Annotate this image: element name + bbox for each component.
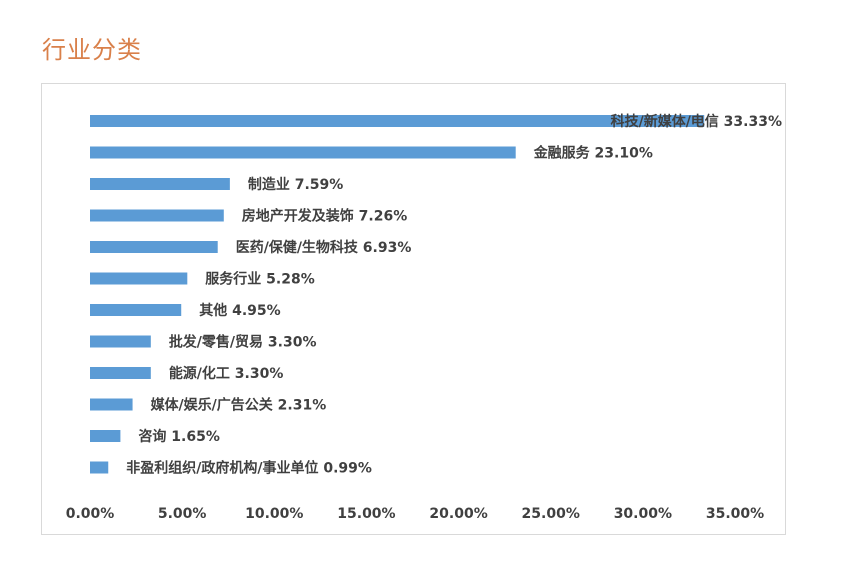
bar-7 <box>90 335 151 348</box>
bar-9 <box>90 398 133 411</box>
bar-1 <box>90 146 516 159</box>
bar-label-10: 咨询 1.65% <box>138 428 219 445</box>
x-tick-label-1: 5.00% <box>158 506 207 522</box>
bar-4 <box>90 241 218 253</box>
bar-label-1: 金融服务 23.10% <box>533 145 653 162</box>
bar-5 <box>90 272 188 285</box>
x-tick-label-7: 35.00% <box>706 506 764 522</box>
x-axis-ticks: 0.00% 5.00% 10.00% 15.00% 20.00% 25.00% 30.00%… <box>66 506 764 522</box>
bar-6 <box>90 304 182 316</box>
bar-label-8: 能源/化工 3.30% <box>169 365 284 382</box>
bar-label-5: 服务行业 5.28% <box>205 271 314 288</box>
x-tick-label-3: 15.00% <box>337 506 395 522</box>
bar-0 <box>90 115 705 127</box>
bar-label-4: 医药/保健/生物科技 6.93% <box>236 239 412 256</box>
x-tick-label-5: 25.00% <box>522 506 580 522</box>
bar-label-2: 制造业 7.59% <box>248 176 343 193</box>
bar-2 <box>90 178 230 190</box>
x-tick-label-6: 30.00% <box>614 506 672 522</box>
bar-10 <box>90 430 121 442</box>
bar-label-9: 媒体/娱乐/广告公关 2.31% <box>150 397 327 414</box>
bar-label-7: 批发/零售/贸易 3.30% <box>169 334 317 351</box>
bar-11 <box>90 461 109 474</box>
bar-group <box>90 115 705 474</box>
bar-label-6: 其他 4.95% <box>199 302 280 319</box>
bar-3 <box>90 209 224 222</box>
bar-label-11: 非盈利组织/政府机构/事业单位 0.99% <box>126 460 372 477</box>
bar-label-3: 房地产开发及装饰 7.26% <box>242 208 407 225</box>
x-tick-label-2: 10.00% <box>245 506 303 522</box>
x-tick-label-0: 0.00% <box>66 506 115 522</box>
x-tick-label-4: 20.00% <box>429 506 487 522</box>
section-title: 行业分类 <box>42 36 142 64</box>
bar-8 <box>90 367 151 379</box>
bar-label-0: 科技/新媒体/电信 33.33% <box>611 113 782 130</box>
bar-label-group: 科技/新媒体/电信 33.33% 金融服务 23.10% 制造业 7.59% 房地产开… <box>126 113 782 477</box>
